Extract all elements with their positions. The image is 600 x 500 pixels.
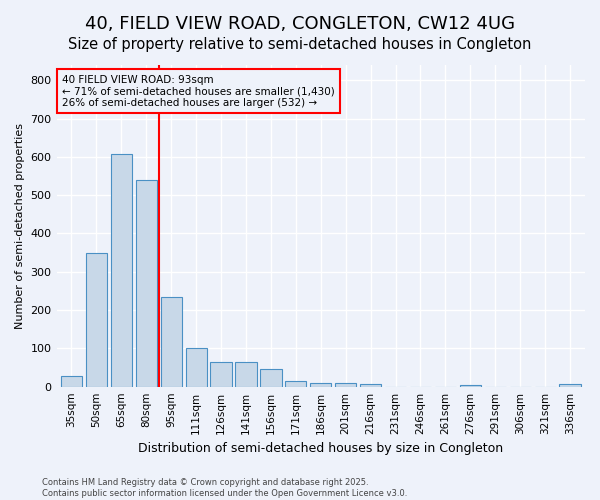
Bar (335, 383, 356, 386)
Bar (285, 381, 307, 386)
Bar (111, 154, 132, 386)
X-axis label: Distribution of semi-detached houses by size in Congleton: Distribution of semi-detached houses by … (138, 442, 503, 455)
Text: 40 FIELD VIEW ROAD: 93sqm
← 71% of semi-detached houses are smaller (1,430)
26% : 40 FIELD VIEW ROAD: 93sqm ← 71% of semi-… (62, 74, 335, 108)
Bar (559, 384, 581, 386)
Bar (86, 252, 107, 386)
Bar (61, 376, 82, 386)
Bar (161, 296, 182, 386)
Text: Size of property relative to semi-detached houses in Congleton: Size of property relative to semi-detach… (68, 38, 532, 52)
Bar (260, 368, 281, 386)
Bar (211, 362, 232, 386)
Bar (235, 362, 257, 386)
Bar (185, 348, 207, 387)
Text: 40, FIELD VIEW ROAD, CONGLETON, CW12 4UG: 40, FIELD VIEW ROAD, CONGLETON, CW12 4UG (85, 15, 515, 33)
Bar (360, 384, 381, 386)
Bar (460, 385, 481, 386)
Text: Contains HM Land Registry data © Crown copyright and database right 2025.
Contai: Contains HM Land Registry data © Crown c… (42, 478, 407, 498)
Y-axis label: Number of semi-detached properties: Number of semi-detached properties (15, 123, 25, 329)
Bar (310, 383, 331, 386)
Bar (136, 180, 157, 386)
